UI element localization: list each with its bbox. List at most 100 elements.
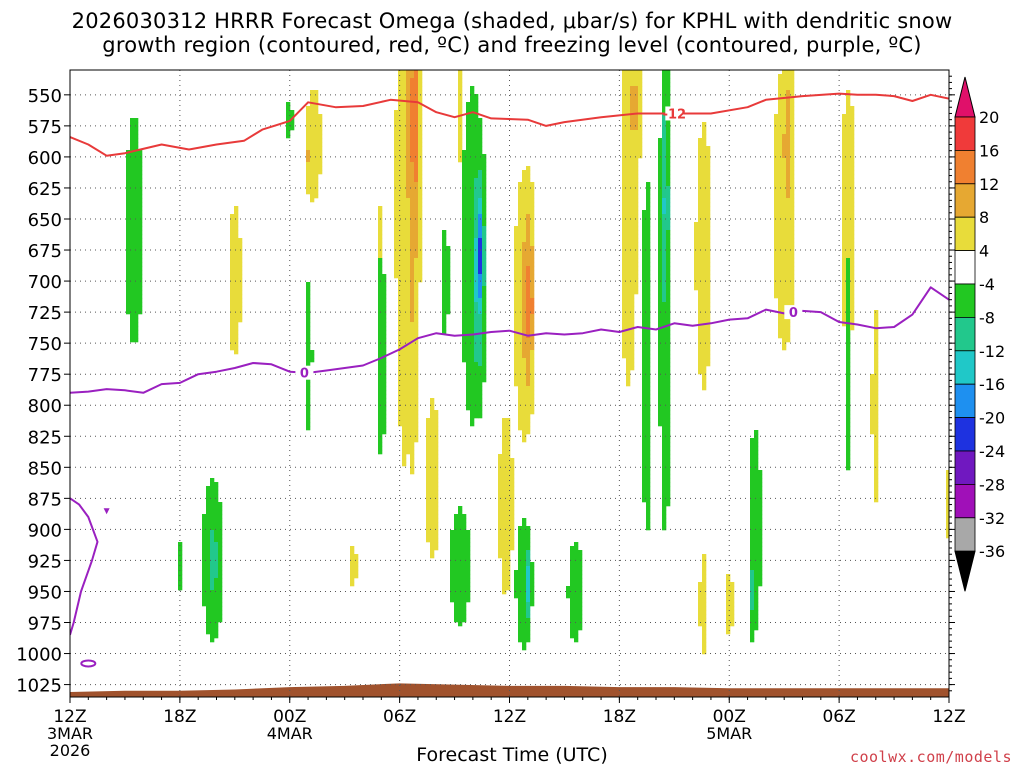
omega-cell [786,302,791,307]
omega-cell [206,618,211,623]
omega-cell [706,334,711,339]
omega-cell [474,266,479,271]
omega-cell [874,390,879,395]
omega-cell [782,178,787,183]
omega-cell [530,322,535,327]
omega-cell [530,594,535,599]
omega-cell [410,346,415,351]
omega-cell [526,610,531,615]
omega-cell [662,334,667,339]
omega-cell [522,294,527,299]
omega-cell [474,234,479,239]
omega-cell [426,454,431,459]
omega-cell [694,282,699,287]
omega-cell [754,462,759,467]
omega-cell [646,354,651,359]
omega-cell [466,154,471,159]
omega-cell [134,322,139,327]
omega-cell [850,122,855,127]
omega-cell [430,534,435,539]
omega-cell [458,546,463,551]
omega-cell [234,298,239,303]
omega-cell [482,318,487,323]
omega-cell [306,294,311,299]
omega-cell [410,318,415,323]
omega-cell [786,242,791,247]
omega-cell [694,222,699,227]
omega-cell [466,594,471,599]
omega-cell [406,354,411,359]
omega-cell [662,418,667,423]
omega-cell [398,262,403,267]
omega-cell [498,490,503,495]
omega-cell [314,190,319,195]
omega-cell [506,514,511,519]
omega-cell [406,290,411,295]
omega-cell [530,258,535,263]
omega-cell [634,226,639,231]
omega-cell [666,250,671,255]
omega-cell [662,166,667,171]
omega-cell [238,270,243,275]
omega-cell [450,582,455,587]
omega-cell [410,306,415,311]
omega-cell [754,442,759,447]
omega-cell [134,318,139,323]
omega-cell [442,274,447,279]
omega-cell [398,278,403,283]
omega-cell [630,274,635,279]
omega-cell [526,286,531,291]
omega-cell [526,582,531,587]
omega-cell [782,330,787,335]
omega-cell [378,382,383,387]
omega-cell [626,114,631,119]
omega-cell [642,474,647,479]
omega-cell [474,158,479,163]
omega-cell [134,290,139,295]
omega-cell [134,250,139,255]
omega-cell [842,274,847,279]
omega-cell [410,114,415,119]
omega-cell [630,294,635,299]
omega-cell [398,406,403,411]
omega-cell [778,138,783,143]
omega-cell [466,102,471,107]
omega-cell [218,534,223,539]
omega-cell [782,70,787,75]
omega-cell [478,354,483,359]
omega-cell [574,554,579,559]
omega-cell [502,458,507,463]
omega-cell [570,558,575,563]
omega-cell [406,234,411,239]
omega-cell [730,590,735,595]
omega-cell [786,318,791,323]
omega-cell [782,170,787,175]
omega-cell [662,394,667,399]
omega-cell [306,170,311,175]
omega-cell [642,426,647,431]
omega-cell [702,618,707,623]
omega-cell [646,258,651,263]
omega-cell [758,542,763,547]
omega-cell [430,462,435,467]
omega-cell [402,86,407,91]
credit-link[interactable]: coolwx.com/models [849,748,1012,766]
omega-cell [462,590,467,595]
omega-cell [306,110,311,115]
omega-cell [206,554,211,559]
omega-cell [946,514,949,519]
omega-cell [778,274,783,279]
omega-cell [530,562,535,567]
omega-cell [310,142,315,147]
omega-cell [526,598,531,603]
omega-cell [662,318,667,323]
omega-cell [394,194,399,199]
omega-cell [850,206,855,211]
omega-cell [506,558,511,563]
omega-cell [138,210,143,215]
omega-cell [442,250,447,255]
omega-cell [210,622,215,627]
omega-cell [478,270,483,275]
omega-cell [522,434,527,439]
omega-cell [398,90,403,95]
